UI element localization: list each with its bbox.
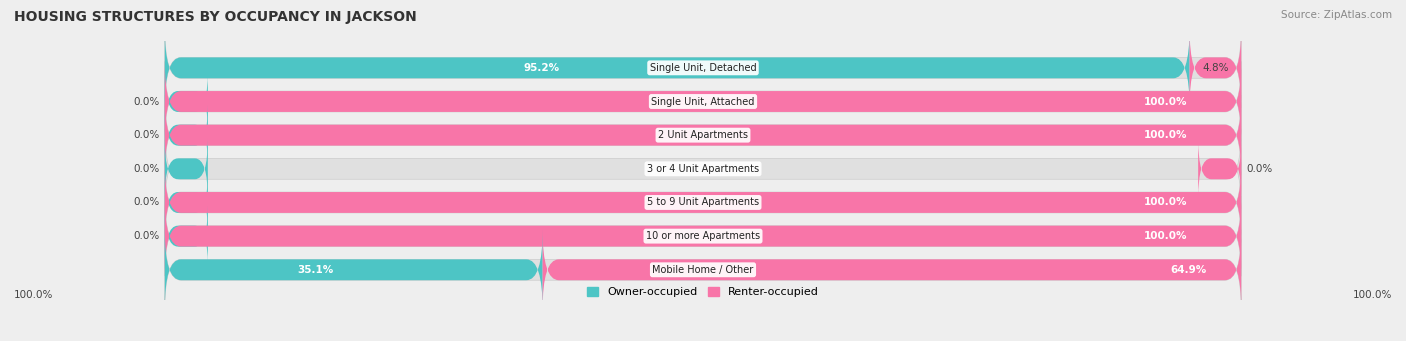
Text: 100.0%: 100.0%	[1144, 197, 1188, 207]
FancyBboxPatch shape	[1189, 28, 1241, 108]
FancyBboxPatch shape	[165, 139, 208, 199]
Legend: Owner-occupied, Renter-occupied: Owner-occupied, Renter-occupied	[586, 287, 820, 297]
Text: 4.8%: 4.8%	[1202, 63, 1229, 73]
Text: 3 or 4 Unit Apartments: 3 or 4 Unit Apartments	[647, 164, 759, 174]
Text: Source: ZipAtlas.com: Source: ZipAtlas.com	[1281, 10, 1392, 20]
FancyBboxPatch shape	[1198, 139, 1241, 199]
FancyBboxPatch shape	[165, 196, 1241, 276]
Text: 100.0%: 100.0%	[1144, 130, 1188, 140]
Text: Mobile Home / Other: Mobile Home / Other	[652, 265, 754, 275]
FancyBboxPatch shape	[165, 95, 1241, 175]
Text: 0.0%: 0.0%	[1247, 164, 1272, 174]
Text: 35.1%: 35.1%	[297, 265, 333, 275]
FancyBboxPatch shape	[165, 105, 208, 165]
Text: 0.0%: 0.0%	[134, 164, 159, 174]
Text: 100.0%: 100.0%	[14, 290, 53, 300]
Text: 100.0%: 100.0%	[1353, 290, 1392, 300]
Text: 100.0%: 100.0%	[1144, 97, 1188, 106]
FancyBboxPatch shape	[165, 61, 1241, 142]
FancyBboxPatch shape	[165, 72, 208, 132]
FancyBboxPatch shape	[165, 230, 1241, 310]
FancyBboxPatch shape	[165, 28, 1189, 108]
FancyBboxPatch shape	[165, 162, 1241, 242]
FancyBboxPatch shape	[543, 230, 1241, 310]
FancyBboxPatch shape	[165, 61, 1241, 142]
FancyBboxPatch shape	[165, 173, 208, 233]
Text: HOUSING STRUCTURES BY OCCUPANCY IN JACKSON: HOUSING STRUCTURES BY OCCUPANCY IN JACKS…	[14, 10, 416, 24]
FancyBboxPatch shape	[165, 162, 1241, 242]
Text: 0.0%: 0.0%	[134, 97, 159, 106]
Text: 0.0%: 0.0%	[134, 197, 159, 207]
Text: 0.0%: 0.0%	[134, 231, 159, 241]
Text: Single Unit, Attached: Single Unit, Attached	[651, 97, 755, 106]
FancyBboxPatch shape	[165, 129, 1241, 209]
Text: 10 or more Apartments: 10 or more Apartments	[645, 231, 761, 241]
Text: 0.0%: 0.0%	[134, 130, 159, 140]
Text: 100.0%: 100.0%	[1144, 231, 1188, 241]
Text: 5 to 9 Unit Apartments: 5 to 9 Unit Apartments	[647, 197, 759, 207]
FancyBboxPatch shape	[165, 230, 543, 310]
FancyBboxPatch shape	[165, 206, 208, 266]
Text: 2 Unit Apartments: 2 Unit Apartments	[658, 130, 748, 140]
Text: Single Unit, Detached: Single Unit, Detached	[650, 63, 756, 73]
FancyBboxPatch shape	[165, 196, 1241, 276]
Text: 95.2%: 95.2%	[523, 63, 560, 73]
FancyBboxPatch shape	[165, 28, 1241, 108]
Text: 64.9%: 64.9%	[1170, 265, 1206, 275]
FancyBboxPatch shape	[165, 95, 1241, 175]
